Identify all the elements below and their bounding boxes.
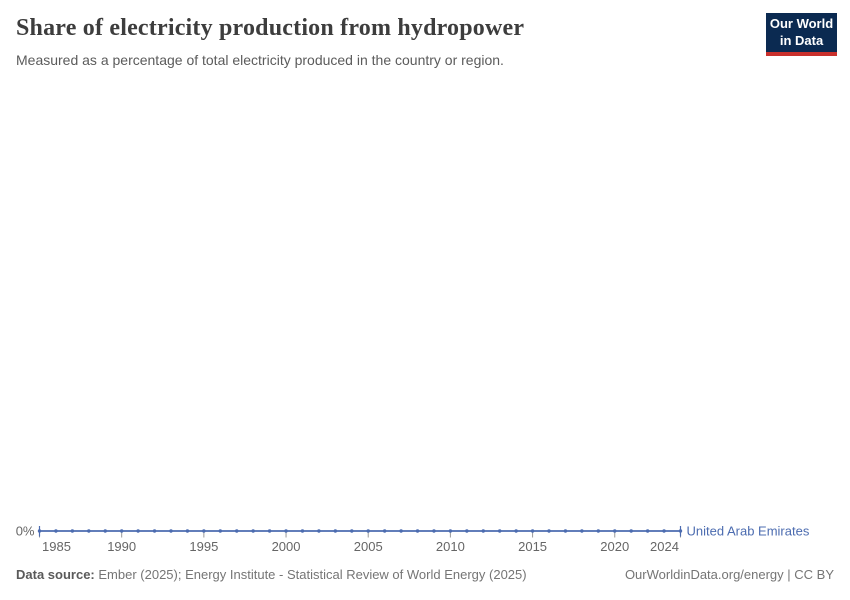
data-point[interactable] [629, 529, 633, 533]
data-point[interactable] [333, 529, 338, 533]
data-point[interactable] [662, 529, 666, 533]
data-point[interactable] [530, 529, 535, 533]
data-point[interactable] [366, 529, 370, 533]
owid-logo[interactable]: Our World in Data [766, 13, 837, 56]
x-axis-tick-label: 1990 [107, 539, 136, 554]
data-point[interactable] [267, 529, 272, 533]
owid-logo-line1: Our World [769, 16, 834, 32]
data-point[interactable] [580, 529, 584, 533]
x-axis-tick-label: 2010 [436, 539, 465, 554]
chart-title: Share of electricity production from hyd… [16, 15, 525, 41]
data-point[interactable] [613, 529, 617, 533]
data-point[interactable] [481, 529, 485, 533]
data-point[interactable] [317, 529, 321, 533]
data-point[interactable] [169, 529, 173, 533]
data-point[interactable] [235, 529, 239, 533]
data-point[interactable] [218, 529, 222, 533]
data-point[interactable] [514, 529, 518, 533]
source-label: Data source: [16, 567, 95, 582]
data-point[interactable] [136, 529, 140, 533]
credit-note[interactable]: OurWorldinData.org/energy | CC BY [624, 567, 834, 582]
data-point[interactable] [645, 529, 650, 533]
line-chart[interactable]: 1985 1990 1995 2000 2005 2010 2015 2020 2024 0% Un… [0, 80, 850, 560]
y-axis-tick-label: 0% [16, 524, 35, 539]
data-point[interactable] [185, 529, 190, 533]
chart-header: Share of electricity production from hyd… [16, 14, 750, 69]
data-point[interactable] [596, 529, 601, 533]
chart-footer: Data source: Ember (2025); Energy Instit… [16, 567, 834, 584]
data-point[interactable] [152, 529, 157, 533]
data-point[interactable] [54, 529, 58, 533]
x-axis-tick-label: 2015 [518, 539, 547, 554]
data-point[interactable] [87, 529, 91, 533]
chart-subtitle: Measured as a percentage of total electr… [16, 51, 504, 68]
x-axis-tick-label: 2020 [600, 539, 629, 554]
x-axis-tick-label: 1995 [189, 539, 218, 554]
data-point[interactable] [70, 529, 75, 533]
source-text: Ember (2025); Energy Institute - Statist… [98, 567, 527, 582]
data-point[interactable] [415, 529, 420, 533]
data-point[interactable] [202, 529, 206, 533]
source-note: Data source: Ember (2025); Energy Instit… [16, 567, 527, 584]
data-point[interactable] [465, 529, 469, 533]
data-point[interactable] [119, 529, 124, 533]
x-axis-tick-label: 2005 [354, 539, 383, 554]
owid-logo-line2: in Data [779, 32, 824, 48]
data-point[interactable] [300, 529, 305, 533]
data-point[interactable] [448, 529, 453, 533]
data-point[interactable] [37, 529, 42, 533]
x-axis-tick-label: 2024 [650, 539, 679, 554]
data-point[interactable] [678, 529, 683, 533]
data-point[interactable] [563, 529, 568, 533]
data-point[interactable] [284, 529, 288, 533]
data-point[interactable] [399, 529, 403, 533]
data-point[interactable] [382, 529, 387, 533]
x-axis-tick-label: 2000 [272, 539, 301, 554]
data-point[interactable] [498, 529, 502, 533]
plot-area: 1985 1990 1995 2000 2005 2010 2015 2020 2024 0% Un… [0, 80, 850, 560]
x-axis-tick-label: 1985 [42, 539, 71, 554]
data-point[interactable] [432, 529, 436, 533]
entity-label[interactable]: United Arab Emirates [687, 524, 810, 539]
data-point[interactable] [103, 529, 107, 533]
data-point[interactable] [251, 529, 255, 533]
data-point[interactable] [350, 529, 354, 533]
data-point[interactable] [547, 529, 551, 533]
